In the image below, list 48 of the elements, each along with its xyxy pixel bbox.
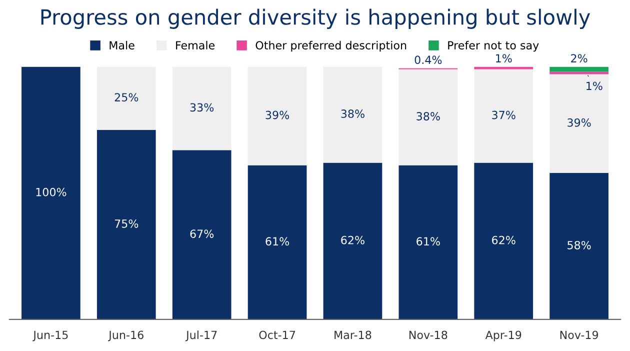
bar xyxy=(550,172,608,320)
bar xyxy=(550,72,608,74)
bar xyxy=(96,130,156,320)
bar xyxy=(22,66,80,320)
legend-label: Prefer not to say xyxy=(448,40,539,52)
data-label: 58% xyxy=(568,240,591,250)
data-label: 75% xyxy=(114,219,138,228)
bar xyxy=(550,74,608,173)
x-tick-label: Jun-16 xyxy=(108,330,144,342)
legend-label: Female xyxy=(176,40,215,50)
bar xyxy=(474,162,534,320)
x-tick-label: Nov-18 xyxy=(409,330,448,340)
x-tick-label: Jul-17 xyxy=(185,330,217,342)
x-tick-label: Mar-18 xyxy=(334,330,372,340)
data-label: 37% xyxy=(492,110,516,120)
data-label: 1% xyxy=(496,54,512,63)
bar xyxy=(172,150,232,320)
data-label: 1% xyxy=(586,82,602,90)
data-label: 25% xyxy=(114,93,138,102)
data-label: 61% xyxy=(266,237,290,246)
data-label: 38% xyxy=(341,110,364,118)
data-label: 62% xyxy=(341,236,364,244)
data-label: 0.4% xyxy=(414,56,442,64)
x-tick-label: Jun-15 xyxy=(32,330,68,342)
legend-label: Other preferred description xyxy=(256,40,406,52)
bar xyxy=(323,162,382,320)
bar xyxy=(398,165,458,320)
data-label: 39% xyxy=(568,118,591,127)
chart-title: Progress on gender diversity is happening but slowly xyxy=(41,8,590,29)
data-label: 38% xyxy=(416,112,440,120)
bar xyxy=(474,69,534,163)
data-label: 100% xyxy=(36,188,66,196)
legend-label: Male xyxy=(110,40,134,50)
bar xyxy=(96,66,156,130)
x-tick-label: Nov-19 xyxy=(560,330,598,340)
x-tick-label: Apr-19 xyxy=(485,330,522,342)
data-label: 61% xyxy=(416,237,440,246)
bar xyxy=(248,165,307,320)
data-label: 33% xyxy=(190,103,214,112)
x-tick-label: Oct-17 xyxy=(259,330,296,340)
bar xyxy=(248,66,307,166)
bar xyxy=(323,66,382,163)
data-label: 2% xyxy=(571,54,588,63)
data-label: 39% xyxy=(266,110,290,120)
data-label: 62% xyxy=(492,236,516,244)
data-label: 67% xyxy=(190,230,214,238)
bar xyxy=(398,69,458,166)
bar xyxy=(172,66,232,150)
